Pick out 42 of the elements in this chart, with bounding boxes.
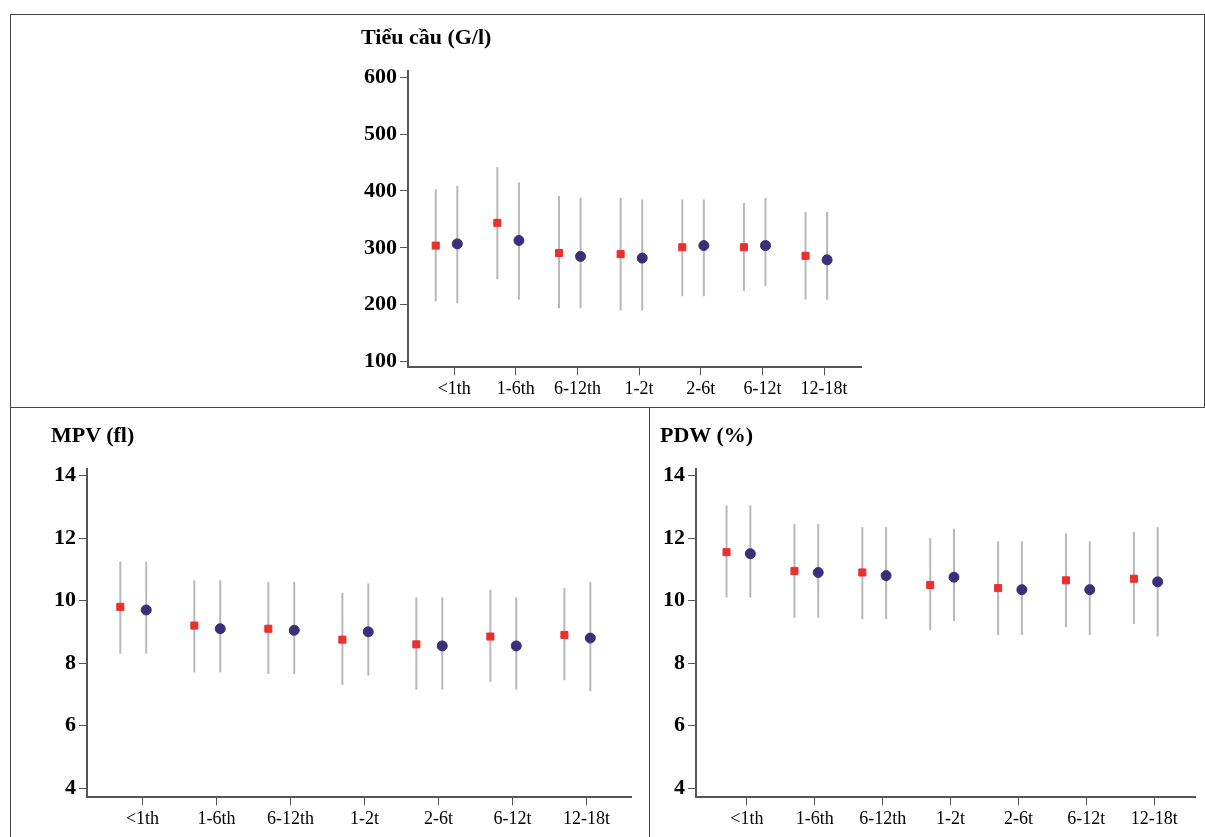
- x-tick-label: 1-2t: [350, 807, 380, 828]
- x-tick-label: 1-6th: [197, 807, 236, 828]
- y-tick-label: 100: [364, 347, 397, 373]
- y-tick-label: 4: [65, 773, 76, 799]
- x-tick-label: 12-18t: [800, 377, 848, 398]
- x-tick-label: 2-6t: [1003, 807, 1033, 828]
- x-tick-label: 1-2t: [936, 807, 966, 828]
- y-tick-label: 400: [364, 176, 397, 202]
- y-tick-label: 8: [65, 648, 76, 674]
- x-tick-label: 6-12t: [743, 377, 782, 398]
- x-tick-label: <1th: [437, 377, 471, 398]
- x-tick-label: 2-6t: [424, 807, 454, 828]
- y-tick-label: 8: [674, 648, 685, 674]
- x-tick-label: 1-2t: [624, 377, 654, 398]
- y-tick-label: 600: [364, 62, 397, 88]
- y-tick-label: 6: [674, 711, 685, 737]
- y-tick-label: 14: [663, 461, 685, 487]
- y-tick-label: 12: [54, 523, 76, 549]
- x-tick-label: 6-12th: [553, 377, 601, 398]
- x-tick-label: 1-6th: [795, 807, 834, 828]
- x-tick-label: 12-18t: [563, 807, 611, 828]
- y-tick-label: 4: [674, 773, 685, 799]
- y-tick-label: 12: [663, 523, 685, 549]
- y-tick-label: 10: [54, 586, 76, 612]
- y-tick-label: 6: [65, 711, 76, 737]
- x-tick-label: 2-6t: [686, 377, 716, 398]
- x-tick-label: 6-12t: [1067, 807, 1106, 828]
- x-tick-label: 6-12th: [267, 807, 315, 828]
- y-tick-label: 10: [663, 586, 685, 612]
- chart-title: Tiểu cầu (G/l): [361, 23, 492, 49]
- y-tick-label: 500: [364, 119, 397, 145]
- x-tick-label: 12-18t: [1130, 807, 1178, 828]
- y-tick-label: 200: [364, 290, 397, 316]
- y-tick-label: 300: [364, 233, 397, 259]
- chart-title: MPV (fl): [51, 421, 135, 447]
- x-tick-label: 1-6th: [496, 377, 535, 398]
- x-tick-label: <1th: [730, 807, 764, 828]
- x-tick-label: 6-12t: [493, 807, 532, 828]
- chart-title: PDW (%): [660, 421, 754, 447]
- x-tick-label: 6-12th: [859, 807, 907, 828]
- y-tick-label: 14: [54, 461, 76, 487]
- x-tick-label: <1th: [125, 807, 160, 828]
